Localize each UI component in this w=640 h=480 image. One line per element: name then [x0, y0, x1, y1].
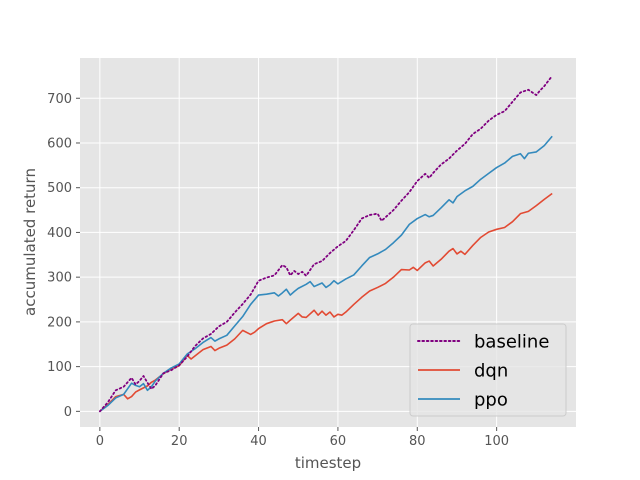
x-tick-label: 20 — [171, 434, 188, 449]
y-tick-label: 200 — [47, 315, 72, 330]
x-tick-label: 0 — [96, 434, 104, 449]
y-tick-label: 0 — [64, 405, 72, 420]
legend-label-dqn: dqn — [474, 361, 508, 382]
y-tick-label: 400 — [47, 226, 72, 241]
grid — [80, 58, 576, 427]
y-axis: 0 100 200 300 400 500 600 700 — [47, 92, 80, 420]
y-tick-label: 100 — [47, 360, 72, 375]
y-tick-label: 600 — [47, 136, 72, 151]
x-axis-label: timestep — [295, 454, 361, 472]
y-tick-label: 500 — [47, 181, 72, 196]
series-layer — [98, 74, 554, 413]
x-tick-label: 40 — [250, 434, 267, 449]
x-tick-label: 60 — [330, 434, 347, 449]
y-axis-label: accumulated return — [21, 168, 39, 316]
series-line-dqn — [99, 192, 553, 412]
legend-label-ppo: ppo — [474, 390, 508, 411]
legend: baseline dqn ppo — [409, 323, 567, 417]
y-tick-label: 700 — [47, 92, 72, 107]
series-line-ppo — [99, 135, 553, 412]
x-tick-label: 80 — [409, 434, 426, 449]
y-tick-label: 300 — [47, 271, 72, 286]
series-line-baseline — [98, 74, 554, 413]
x-tick-label: 100 — [484, 434, 509, 449]
legend-label-baseline: baseline — [474, 332, 549, 353]
legend-box — [409, 323, 567, 417]
x-axis: 0 20 40 60 80 100 — [96, 427, 509, 449]
